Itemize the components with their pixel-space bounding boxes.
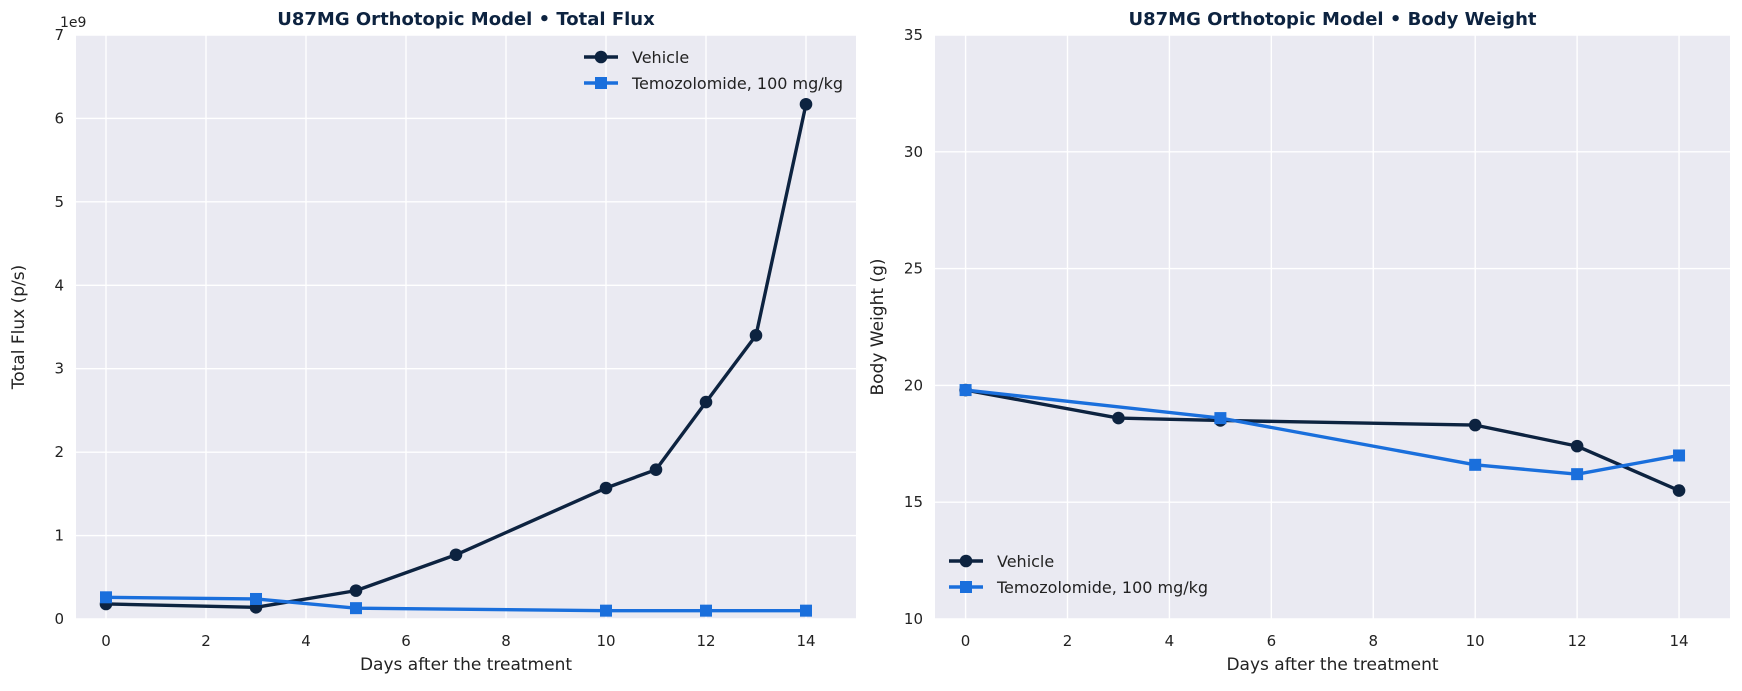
legend-label: Temozolomide, 100 mg/kg (631, 74, 843, 93)
legend: Vehicle Temozolomide, 100 mg/kg (584, 48, 843, 93)
y-tick-label: 0 (54, 610, 64, 628)
data-point (700, 604, 712, 617)
legend: Vehicle Temozolomide, 100 mg/kg (949, 552, 1208, 597)
data-point (1672, 484, 1686, 497)
y-tick-label: 25 (904, 260, 923, 278)
legend-label: Temozolomide, 100 mg/kg (996, 578, 1208, 597)
y-tick-label: 20 (904, 376, 923, 394)
y-tick-label: 6 (54, 109, 64, 127)
x-tick-label: 14 (1669, 632, 1688, 650)
x-tick-label: 8 (1368, 632, 1378, 650)
data-point (1214, 412, 1227, 425)
data-point (449, 548, 463, 562)
x-tick-label: 6 (1267, 632, 1277, 650)
y-tick-label: 1 (54, 527, 64, 545)
x-tick-label: 4 (1165, 632, 1175, 650)
data-point (349, 584, 363, 597)
data-point (749, 329, 763, 342)
y-tick-label: 30 (904, 143, 923, 161)
legend-label: Vehicle (997, 552, 1054, 571)
legend-item: Vehicle (949, 552, 1054, 571)
data-point (1469, 458, 1482, 471)
x-axis-label: Days after the treatment (360, 655, 572, 675)
x-tick-label: 2 (201, 632, 211, 650)
series-line (963, 388, 1681, 493)
data-point (1673, 449, 1686, 462)
legend-item: Temozolomide, 100 mg/kg (584, 74, 843, 93)
x-tick-label: 12 (696, 632, 715, 650)
data-point (250, 592, 262, 605)
data-point (600, 604, 612, 617)
chart-panel-2: 0 2 4 6 8 10 12 14 10 15 20 25 30 35 U87MG Orthotopic … (868, 9, 1730, 675)
y-tick-label: 15 (904, 493, 923, 511)
y-axis-label: Total Flux (p/s) (9, 265, 29, 391)
series-2 (959, 384, 1686, 481)
data-point (599, 481, 613, 495)
data-point (100, 591, 112, 604)
y-axis-label: Body Weight (g) (868, 258, 888, 395)
data-point (1571, 468, 1584, 481)
legend-label: Vehicle (632, 48, 689, 67)
x-tick-label: 14 (796, 632, 815, 650)
x-tick-label: 0 (101, 632, 111, 650)
x-tick-label: 12 (1568, 632, 1587, 650)
chart-title: U87MG Orthotopic Model • Total Flux (277, 9, 655, 30)
data-point (799, 97, 813, 111)
series-line (104, 595, 808, 613)
data-point (350, 602, 362, 615)
y-tick-label: 10 (904, 610, 923, 628)
x-tick-label: 4 (301, 632, 311, 650)
plot-area (76, 35, 856, 619)
series-2 (100, 591, 812, 617)
legend-marker (959, 554, 973, 568)
legend-marker (595, 77, 607, 89)
data-point (699, 395, 713, 409)
y-tick-label: 7 (54, 26, 64, 44)
data-point (1112, 411, 1125, 425)
x-axis-label: Days after the treatment (1226, 655, 1438, 675)
data-point (1570, 439, 1584, 453)
legend-item: Vehicle (584, 48, 689, 67)
plot-area (935, 35, 1730, 619)
y-tick-label: 3 (54, 360, 64, 378)
x-tick-label: 6 (401, 632, 411, 650)
chart-title: U87MG Orthotopic Model • Body Weight (1129, 9, 1537, 30)
y-tick-label: 35 (904, 26, 923, 44)
y-tick-label: 4 (54, 276, 64, 294)
legend-marker (960, 581, 972, 593)
y-tick-label: 2 (54, 443, 64, 461)
y-tick-label: 5 (54, 193, 64, 211)
x-tick-label: 2 (1063, 632, 1073, 650)
x-tick-label: 0 (961, 632, 971, 650)
data-point (649, 463, 663, 476)
y-offset-label: 1e9 (60, 15, 86, 31)
legend-item: Temozolomide, 100 mg/kg (949, 578, 1208, 597)
data-point (1468, 418, 1482, 432)
data-point (800, 604, 812, 617)
data-point (959, 384, 972, 397)
x-tick-label: 10 (596, 632, 615, 650)
x-tick-label: 10 (1466, 632, 1485, 650)
legend-marker (594, 50, 608, 64)
x-tick-label: 8 (501, 632, 511, 650)
